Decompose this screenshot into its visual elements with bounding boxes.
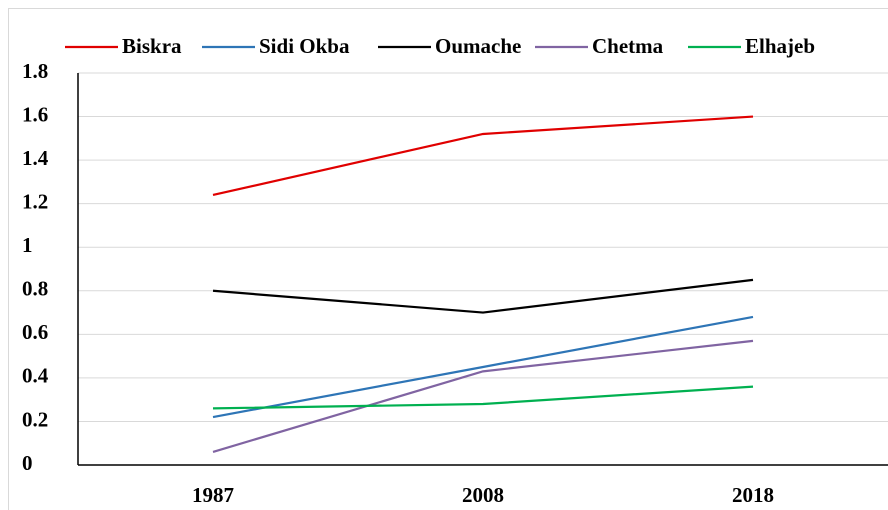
y-tick-label: 0.6 [22,320,48,344]
y-tick-label: 1 [22,233,33,257]
y-tick-label: 1.8 [22,59,48,83]
series-line [212,115,754,197]
legend-label: Elhajeb [745,34,815,58]
y-tick-label: 0.4 [22,364,49,388]
series-line [212,278,754,314]
series-line [212,315,754,419]
y-tick-label: 1.6 [22,102,48,126]
y-tick-label: 0.2 [22,407,48,431]
x-tick-label: 2018 [732,483,774,507]
chart-border [8,8,888,510]
x-tick-label: 2008 [462,483,504,507]
series-line [212,339,754,453]
legend-label: Chetma [592,34,664,58]
x-tick-label: 1987 [192,483,234,507]
y-tick-label: 0.8 [22,277,48,301]
y-tick-label: 1.2 [22,189,48,213]
y-tick-label: 0 [22,451,33,475]
legend-label: Sidi Okba [259,34,350,58]
y-tick-label: 1.4 [22,146,49,170]
legend-label: Biskra [122,34,182,58]
legend-label: Oumache [435,34,521,58]
series-line [212,385,754,410]
